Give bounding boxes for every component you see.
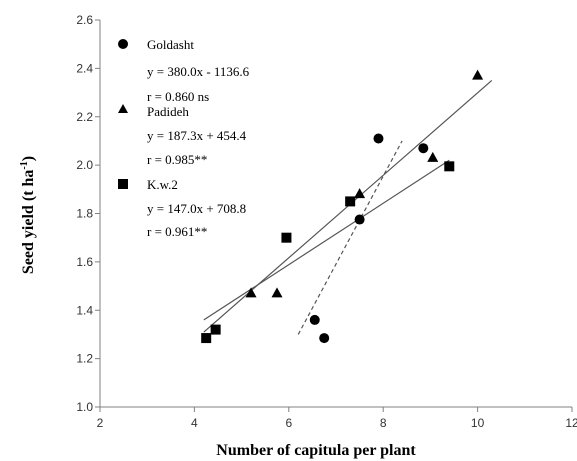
- legend-equation-kw2: y = 147.0x + 708.8: [147, 201, 246, 216]
- legend-equation-padideh: y = 187.3x + 454.4: [147, 128, 247, 143]
- x-tick-label-0: 2: [97, 416, 104, 430]
- legend-marker-padideh: [118, 104, 128, 113]
- point-padideh-4: [472, 69, 484, 80]
- point-kw2-3: [345, 196, 356, 207]
- point-kw2-4: [444, 161, 455, 172]
- x-tick-label-3: 8: [380, 416, 387, 430]
- y-tick-label-4: 1.8: [76, 207, 93, 221]
- data-points: [201, 69, 484, 344]
- fit-line-kw2: [203, 159, 450, 321]
- y-tick-label-3: 1.6: [76, 255, 93, 269]
- legend-marker-kw2: [118, 179, 128, 189]
- legend-label-padideh: Padideh: [147, 104, 189, 119]
- point-kw2-0: [201, 333, 212, 344]
- point-goldasht-4: [418, 143, 429, 154]
- legend-r-kw2: r = 0.961**: [147, 224, 207, 239]
- legend-r-goldasht: r = 0.860 ns: [147, 89, 209, 104]
- x-tick-label-2: 6: [285, 416, 292, 430]
- point-goldasht-2: [354, 214, 365, 225]
- x-tick-label-5: 12: [565, 416, 577, 430]
- y-axis-title-superscript: -1: [19, 161, 30, 169]
- y-tick-label-5: 2.0: [76, 158, 93, 172]
- legend-label-kw2: K.w.2: [147, 177, 178, 192]
- x-axis-title: Number of capitula per plant: [216, 442, 416, 459]
- legend-r-padideh: r = 0.985**: [147, 152, 207, 167]
- legend: Goldasht y = 380.0x - 1136.6 r = 0.860 n…: [118, 37, 250, 239]
- point-padideh-2: [354, 188, 366, 199]
- fit-line-goldasht: [297, 140, 403, 335]
- point-padideh-0: [245, 287, 257, 298]
- y-tick-label-7: 2.4: [76, 61, 93, 75]
- point-padideh-1: [271, 287, 283, 298]
- point-kw2-1: [210, 324, 221, 335]
- point-padideh-3: [427, 151, 439, 162]
- y-tick-label-2: 1.4: [76, 303, 93, 317]
- y-axis-title-main: Seed yield (t ha: [20, 170, 37, 274]
- point-kw2-2: [281, 232, 292, 243]
- y-tick-label-8: 2.6: [76, 13, 93, 27]
- point-goldasht-1: [319, 333, 330, 344]
- ticks: 2 4 6 8 10 12 1.0 1.2 1.4 1.6 1.8 2.0 2.2 2.4 2.6: [76, 13, 577, 430]
- legend-equation-goldasht: y = 380.0x - 1136.6: [147, 64, 250, 79]
- y-tick-label-0: 1.0: [76, 400, 93, 414]
- point-goldasht-0: [309, 314, 320, 325]
- x-tick-label-4: 10: [471, 416, 485, 430]
- y-axis-title-close: ): [20, 156, 37, 161]
- x-tick-label-1: 4: [191, 416, 198, 430]
- y-tick-label-1: 1.2: [76, 352, 93, 366]
- point-goldasht-3: [373, 133, 384, 144]
- y-axis-title: Seed yield (t ha-1): [19, 156, 37, 274]
- legend-label-goldasht: Goldasht: [147, 37, 194, 52]
- y-tick-label-6: 2.2: [76, 110, 93, 124]
- legend-marker-goldasht: [118, 39, 128, 49]
